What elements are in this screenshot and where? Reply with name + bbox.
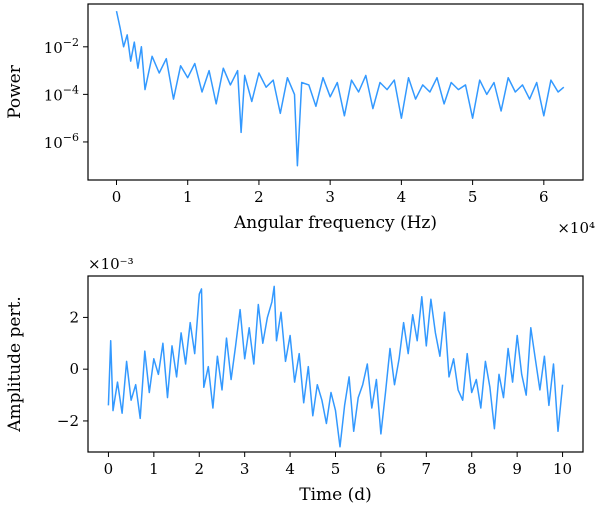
y-tick-label: 10−6 xyxy=(44,131,79,152)
x-tick-label: 2 xyxy=(194,460,204,478)
x-axis-label: Angular frequency (Hz) xyxy=(233,213,437,233)
x-tick-label: 5 xyxy=(468,188,478,206)
x-tick-label: 10 xyxy=(553,460,572,478)
y-tick-label: 0 xyxy=(69,360,79,378)
x-tick-label: 4 xyxy=(397,188,407,206)
series-line xyxy=(107,285,564,448)
plot-frame xyxy=(87,3,584,181)
y-tick-label: 10−4 xyxy=(44,83,79,104)
x-tick-label: 8 xyxy=(467,460,477,478)
y-tick-label: 10−2 xyxy=(44,36,79,57)
amplitude-timeseries-panel: 0 1 2 3 4 5 6 7 8 9 10 −2 0 2 Time (d) Amplitude pert. ×… xyxy=(5,255,584,505)
x-tick-label: 6 xyxy=(376,460,386,478)
x-tick-label: 1 xyxy=(183,188,193,206)
x-tick-label: 0 xyxy=(104,460,114,478)
x-tick-label: 3 xyxy=(325,188,335,206)
y-offset-label: ×10⁻³ xyxy=(88,255,134,273)
y-axis-label: Amplitude pert. xyxy=(5,296,25,433)
x-tick-label: 9 xyxy=(512,460,522,478)
y-tick-label: −2 xyxy=(57,412,79,430)
x-tick-label: 7 xyxy=(422,460,432,478)
y-axis-label: Power xyxy=(5,64,25,119)
x-tick-label: 1 xyxy=(149,460,159,478)
x-tick-label: 6 xyxy=(539,188,549,206)
x-tick-label: 3 xyxy=(240,460,250,478)
x-tick-label: 4 xyxy=(285,460,295,478)
x-tick-label: 5 xyxy=(331,460,341,478)
plot-frame xyxy=(87,275,584,453)
x-offset-label: ×10⁴ xyxy=(557,219,595,237)
y-tick-label: 2 xyxy=(69,308,79,326)
x-tick-label: 0 xyxy=(112,188,122,206)
series-line xyxy=(115,10,565,167)
x-axis-label: Time (d) xyxy=(299,485,372,505)
x-tick-label: 2 xyxy=(254,188,264,206)
power-spectrum-panel: 0 1 2 3 4 5 6 10−6 10−4 10−2 Angular frequency (Hz… xyxy=(5,3,595,237)
